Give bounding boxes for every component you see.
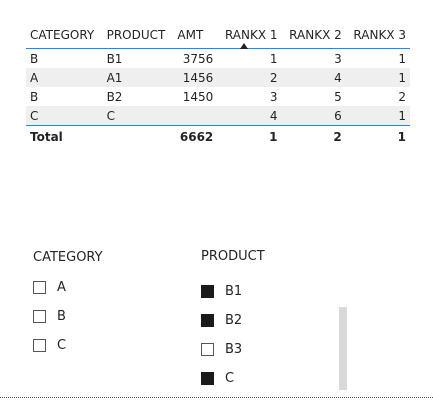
checkbox-checked[interactable] [201, 314, 214, 327]
product-slicer-title: PRODUCT [201, 249, 265, 264]
cell-rankx-3: 1 [345, 106, 410, 126]
cell-category: B [30, 89, 39, 104]
cell-amt [173, 106, 218, 126]
category-option-b[interactable]: B [33, 302, 103, 331]
cell-rankx-1: 4 [217, 106, 282, 126]
table-visual: CATEGORY PRODUCT AMT RANKX 1 RANKX 2 RAN… [26, 22, 410, 146]
category-option-a[interactable]: A [33, 273, 103, 302]
product-option-label: B3 [225, 342, 243, 357]
table-row: B B1 3756 1 3 1 [26, 49, 410, 69]
header-rankx-1-label: RANKX 1 [224, 28, 278, 42]
category-option-label: C [57, 338, 67, 353]
cell-amt: 1450 [182, 89, 214, 104]
product-option-label: B2 [225, 313, 243, 328]
checkbox[interactable] [33, 339, 46, 352]
cell-rankx-1: 2 [217, 68, 282, 87]
cell-amt: 1456 [173, 68, 218, 87]
product-option-c[interactable]: C [201, 364, 265, 393]
header-rankx-1[interactable]: RANKX 1 [217, 22, 282, 49]
table-row: A A1 1456 2 4 1 [26, 68, 410, 87]
cell-rankx-3: 1 [398, 51, 406, 66]
table-row: B B2 1450 3 5 2 [26, 87, 410, 106]
cell-rankx-1: 3 [269, 89, 278, 104]
checkbox-checked[interactable] [201, 372, 214, 385]
cell-category: A [26, 68, 103, 87]
cell-product: C [102, 106, 174, 126]
total-rankx-1: 1 [217, 125, 282, 146]
canvas-divider [0, 397, 433, 398]
category-option-label: A [57, 280, 66, 295]
total-product [102, 125, 174, 146]
cell-amt: 3756 [182, 51, 214, 66]
product-slicer-scrollbar[interactable] [339, 307, 347, 390]
product-option-label: B1 [225, 284, 243, 299]
total-label: Total [26, 125, 103, 146]
cell-product: B2 [106, 89, 123, 104]
cell-product: A1 [102, 68, 174, 87]
cell-rankx-3: 1 [345, 68, 410, 87]
header-rankx-2[interactable]: RANKX 2 [281, 22, 346, 49]
sort-ascending-icon [240, 43, 249, 49]
checkbox[interactable] [33, 281, 46, 294]
header-rankx-3[interactable]: RANKX 3 [345, 22, 410, 49]
table-total-row: Total 6662 1 2 1 [26, 125, 410, 146]
cell-product: B1 [106, 51, 123, 66]
checkbox-checked[interactable] [201, 285, 214, 298]
product-option-b1[interactable]: B1 [201, 277, 265, 306]
category-option-label: B [57, 309, 66, 324]
cell-rankx-2: 6 [281, 106, 346, 126]
table-header-row: CATEGORY PRODUCT AMT RANKX 1 RANKX 2 RAN… [26, 22, 410, 49]
product-option-label: C [225, 371, 235, 386]
data-table: CATEGORY PRODUCT AMT RANKX 1 RANKX 2 RAN… [26, 22, 410, 146]
header-category[interactable]: CATEGORY [26, 22, 103, 49]
category-option-c[interactable]: C [33, 331, 103, 360]
cell-category: C [26, 106, 103, 126]
category-slicer-title: CATEGORY [33, 250, 103, 265]
cell-rankx-3: 2 [398, 89, 406, 104]
cell-rankx-1: 1 [269, 51, 278, 66]
header-product[interactable]: PRODUCT [102, 22, 174, 49]
cell-rankx-2: 3 [334, 51, 342, 66]
category-slicer: CATEGORY A B C [33, 250, 103, 360]
checkbox[interactable] [201, 343, 214, 356]
total-amt: 6662 [173, 125, 218, 146]
product-slicer: PRODUCT B1 B2 B3 C [201, 249, 265, 393]
cell-category: B [30, 51, 39, 66]
total-rankx-3: 1 [345, 125, 410, 146]
total-rankx-2: 2 [281, 125, 346, 146]
cell-rankx-2: 5 [334, 89, 342, 104]
header-amt[interactable]: AMT [173, 22, 218, 49]
product-option-b2[interactable]: B2 [201, 306, 265, 335]
cell-rankx-2: 4 [281, 68, 346, 87]
product-option-b3[interactable]: B3 [201, 335, 265, 364]
table-row: C C 4 6 1 [26, 106, 410, 126]
checkbox[interactable] [33, 310, 46, 323]
